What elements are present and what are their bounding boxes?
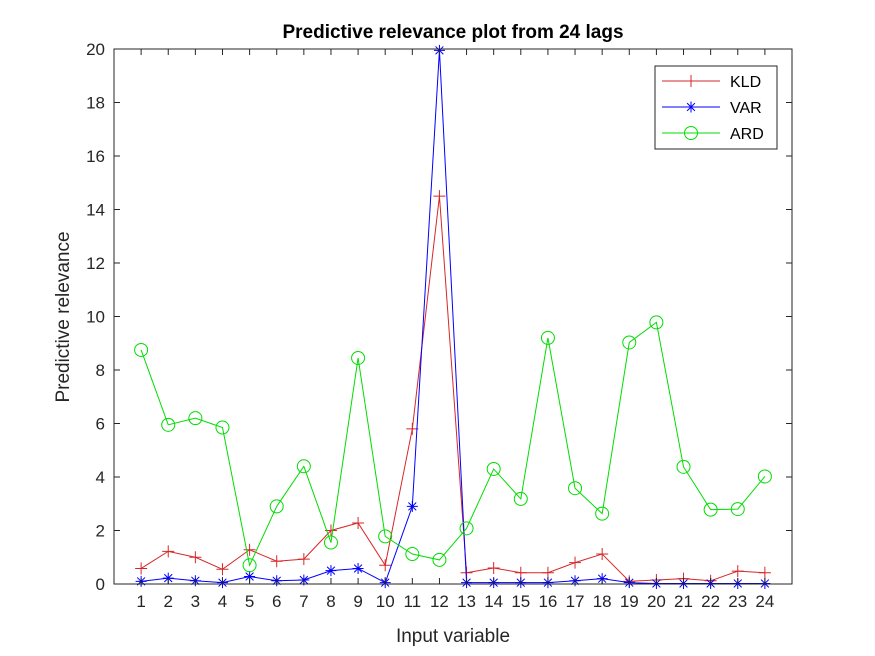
data-point-ard-12 [432, 552, 447, 567]
y-tick-label: 16 [86, 147, 105, 166]
x-tick-label: 10 [376, 592, 395, 611]
y-tick-label: 6 [96, 415, 105, 434]
data-point-kld-12 [433, 190, 446, 203]
legend: KLD VAR ARD [654, 65, 778, 150]
data-point-ard-15 [513, 491, 528, 506]
data-point-ard-5 [242, 558, 257, 573]
series-ard [134, 315, 772, 573]
x-tick-label: 5 [245, 592, 254, 611]
data-point-ard-24 [757, 469, 772, 484]
data-point-kld-23 [731, 565, 744, 578]
data-point-ard-16 [540, 330, 555, 345]
x-tick-label: 15 [511, 592, 530, 611]
x-tick-label: 7 [299, 592, 308, 611]
x-tick-label: 22 [701, 592, 720, 611]
y-tick-label: 20 [86, 40, 105, 59]
legend-item-ard: ARD [662, 126, 764, 143]
y-tick-label: 0 [96, 575, 105, 594]
data-point-var-11 [406, 500, 418, 512]
legend-marker-kld [685, 75, 697, 87]
x-tick-label: 13 [457, 592, 476, 611]
y-tick-label: 8 [96, 361, 105, 380]
x-tick-label: 18 [593, 592, 612, 611]
data-point-ard-8 [323, 535, 338, 550]
legend-item-kld: KLD [662, 74, 761, 91]
data-point-kld-18 [596, 548, 609, 561]
legend-label-var: VAR [730, 100, 762, 117]
data-point-kld-16 [541, 566, 554, 579]
data-point-kld-9 [352, 517, 365, 530]
data-point-ard-23 [730, 502, 745, 517]
data-point-kld-17 [569, 556, 582, 569]
legend-item-var: VAR [662, 100, 762, 117]
y-tick-label: 12 [86, 254, 105, 273]
x-tick-label: 20 [647, 592, 666, 611]
data-point-kld-24 [758, 566, 771, 579]
data-point-var-9 [352, 562, 364, 574]
x-tick-label: 9 [353, 592, 362, 611]
data-point-var-5 [244, 571, 256, 583]
data-point-ard-4 [215, 420, 230, 435]
chart-title: Predictive relevance plot from 24 lags [282, 22, 623, 43]
x-tick-label: 12 [430, 592, 449, 611]
x-tick-label: 16 [538, 592, 557, 611]
series-kld [135, 190, 771, 588]
y-axis-label: Predictive relevance [53, 231, 74, 402]
x-tick-label: 17 [566, 592, 585, 611]
series-line-ard [140, 321, 766, 567]
data-point-ard-3 [188, 411, 203, 426]
data-point-kld-6 [270, 555, 283, 568]
data-point-ard-13 [459, 521, 474, 536]
data-point-kld-1 [135, 562, 148, 575]
x-tick-label: 21 [674, 592, 693, 611]
x-tick-label: 4 [218, 592, 227, 611]
data-point-ard-22 [703, 502, 718, 517]
data-point-kld-7 [297, 553, 310, 566]
x-tick-label: 23 [728, 592, 747, 611]
data-point-kld-4 [216, 563, 229, 576]
data-point-kld-2 [162, 545, 175, 558]
data-point-ard-9 [351, 350, 366, 365]
data-point-var-8 [325, 565, 337, 577]
data-point-kld-5 [243, 543, 256, 556]
data-point-ard-21 [676, 459, 691, 474]
x-tick-label: 24 [755, 592, 774, 611]
y-tick-label: 4 [96, 468, 105, 487]
legend-label-kld: KLD [730, 74, 761, 91]
x-tick-label: 19 [620, 592, 639, 611]
data-point-kld-14 [487, 561, 500, 574]
data-point-ard-17 [568, 481, 583, 496]
data-point-ard-6 [269, 499, 284, 514]
x-tick-label: 2 [164, 592, 173, 611]
legend-marker-ard [684, 126, 698, 140]
x-axis-label: Input variable [396, 626, 510, 647]
legend-marker-var [685, 101, 697, 113]
y-tick-label: 10 [86, 308, 105, 327]
data-point-ard-11 [405, 547, 420, 562]
data-point-ard-2 [161, 417, 176, 432]
data-point-kld-11 [406, 422, 419, 435]
x-tick-label: 3 [191, 592, 200, 611]
x-tick-label: 11 [403, 592, 421, 611]
x-tick-label: 8 [326, 592, 335, 611]
x-tick-label: 1 [136, 592, 145, 611]
data-point-ard-10 [378, 529, 393, 544]
data-point-ard-14 [486, 461, 501, 476]
data-point-kld-3 [189, 551, 202, 564]
y-tick-label: 18 [86, 94, 105, 113]
data-point-ard-19 [622, 335, 637, 350]
x-tick-label: 6 [272, 592, 281, 611]
data-point-kld-10 [379, 559, 392, 572]
data-point-ard-20 [649, 315, 664, 330]
data-point-kld-15 [514, 566, 527, 579]
x-tick-label: 14 [484, 592, 503, 611]
y-tick-label: 14 [86, 201, 105, 220]
data-point-ard-18 [595, 506, 610, 521]
legend-label-ard: ARD [730, 126, 764, 143]
data-point-ard-7 [296, 459, 311, 474]
y-tick-label: 2 [96, 522, 105, 541]
data-point-ard-1 [134, 342, 149, 357]
tick-layer: 1 2 3 4 5 6 7 8 9 10 11 12 13 14 15 16 17 18 19 20 21 22 23 240… [86, 40, 792, 611]
